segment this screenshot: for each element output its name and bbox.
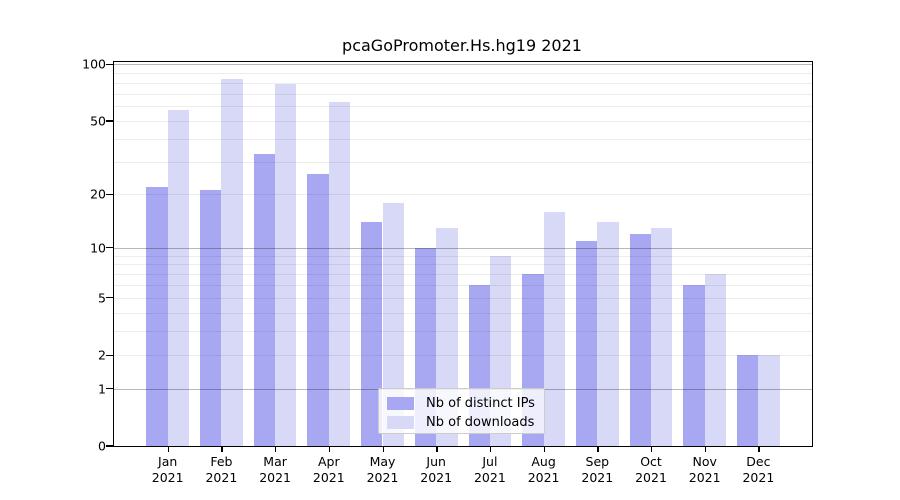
chart-title: pcaGoPromoter.Hs.hg19 2021 xyxy=(342,36,582,55)
gridline-minor-2 xyxy=(114,355,812,357)
bar-downloads-dec xyxy=(758,355,780,446)
y-tick-label-10: 10 xyxy=(90,240,106,256)
x-tick-label-may: May 2021 xyxy=(351,454,415,486)
x-tick-year-jun: 2021 xyxy=(420,470,453,485)
bar-ips-sep xyxy=(575,240,598,446)
gridline-major-100 xyxy=(114,64,812,66)
bar-ips-dec xyxy=(737,355,759,446)
x-tick-jul xyxy=(489,446,492,452)
bar-ips-feb xyxy=(200,190,222,446)
y-tick-5 xyxy=(106,297,113,299)
x-tick-jun xyxy=(436,446,438,452)
x-tick-year-feb: 2021 xyxy=(205,470,238,485)
legend-label-distinct-ips: Nb of distinct IPs xyxy=(426,396,535,411)
x-tick-may xyxy=(382,446,384,452)
gridline-minor-7 xyxy=(114,274,812,276)
gridline-minor-30 xyxy=(114,162,812,163)
gridline-minor-6 xyxy=(114,285,812,287)
y-tick-label-20: 20 xyxy=(90,186,106,202)
bar-ips-oct xyxy=(629,233,651,446)
y-tick-20 xyxy=(106,193,113,195)
x-tick-jan xyxy=(167,446,170,452)
x-tick-label-nov: Nov 2021 xyxy=(673,454,737,486)
x-tick-year-jan: 2021 xyxy=(151,470,184,485)
bar-downloads-apr xyxy=(328,102,351,446)
x-tick-year-oct: 2021 xyxy=(635,470,667,485)
bar-ips-mar xyxy=(253,154,276,446)
x-tick-apr xyxy=(328,446,331,452)
x-tick-label-jul: Jul 2021 xyxy=(458,454,522,486)
gridline-minor-80 xyxy=(114,82,812,84)
y-tick-10 xyxy=(106,247,113,249)
gridline-minor-40 xyxy=(114,138,812,140)
x-tick-year-mar: 2021 xyxy=(259,470,291,485)
gridline-minor-60 xyxy=(114,106,812,108)
legend-label-downloads: Nb of downloads xyxy=(426,415,535,430)
x-tick-label-apr: Apr 2021 xyxy=(297,454,361,486)
y-tick-label-0: 0 xyxy=(98,438,106,454)
x-tick-aug xyxy=(543,446,545,452)
legend-item-downloads: Nb of downloads xyxy=(387,413,536,432)
y-tick-0 xyxy=(106,445,113,447)
x-tick-year-may: 2021 xyxy=(366,470,399,485)
x-tick-label-sep: Sep 2021 xyxy=(565,454,629,486)
y-tick-50 xyxy=(106,120,113,122)
x-tick-year-sep: 2021 xyxy=(581,470,614,485)
x-tick-year-nov: 2021 xyxy=(688,470,721,485)
bar-downloads-aug xyxy=(543,211,565,446)
gridline-major-10 xyxy=(114,247,812,249)
bar-ips-apr xyxy=(307,173,329,446)
legend-swatch-distinct-ips xyxy=(387,397,414,410)
y-tick-label-50: 50 xyxy=(90,113,106,129)
legend-item-distinct-ips: Nb of distinct IPs xyxy=(387,394,536,413)
x-tick-label-jan: Jan 2021 xyxy=(136,454,200,486)
x-tick-label-oct: Oct 2021 xyxy=(619,454,683,486)
x-tick-feb xyxy=(221,446,223,452)
x-tick-label-dec: Dec 2021 xyxy=(726,454,790,486)
bar-downloads-may xyxy=(382,202,404,446)
bar-ips-jan xyxy=(146,186,168,446)
x-tick-nov xyxy=(704,446,707,452)
x-tick-label-feb: Feb 2021 xyxy=(189,454,253,486)
y-tick-label-5: 5 xyxy=(98,290,106,306)
y-tick-label-1: 1 xyxy=(98,381,106,397)
x-tick-label-aug: Aug 2021 xyxy=(512,454,576,486)
bar-downloads-nov xyxy=(704,274,727,446)
gridline-minor-9 xyxy=(114,255,812,257)
y-tick-1 xyxy=(106,388,113,390)
bar-downloads-feb xyxy=(221,78,243,446)
bar-downloads-jan xyxy=(167,110,190,446)
gridline-minor-90 xyxy=(114,73,812,74)
x-tick-sep xyxy=(597,446,599,452)
x-tick-year-dec: 2021 xyxy=(742,470,775,485)
y-tick-label-100: 100 xyxy=(82,56,106,72)
x-tick-label-mar: Mar 2021 xyxy=(243,454,307,486)
y-tick-label-2: 2 xyxy=(98,347,106,363)
plot-area: Jan 2021 Feb 2021 Mar 2021 Apr 2021 May 2021 Jun 20… xyxy=(82,57,813,485)
gridline-minor-8 xyxy=(114,264,812,266)
bar-downloads-sep xyxy=(597,222,619,446)
x-tick-year-apr: 2021 xyxy=(312,470,345,485)
x-tick-label-jun: Jun 2021 xyxy=(404,454,468,486)
x-tick-oct xyxy=(651,446,653,452)
gridline-minor-3 xyxy=(114,331,812,333)
bar-ips-nov xyxy=(683,285,705,446)
legend-swatch-downloads xyxy=(387,416,414,429)
x-tick-year-aug: 2021 xyxy=(527,470,560,485)
gridline-minor-20 xyxy=(114,194,812,196)
gridline-minor-50 xyxy=(114,120,812,122)
gridline-minor-4 xyxy=(114,312,812,314)
gridline-minor-70 xyxy=(114,93,812,95)
y-tick-100 xyxy=(106,63,113,66)
bar-ips-may xyxy=(361,222,383,446)
x-tick-year-jul: 2021 xyxy=(473,470,506,485)
x-tick-mar xyxy=(275,446,277,452)
y-tick-2 xyxy=(106,354,113,356)
bar-downloads-mar xyxy=(275,83,297,446)
legend: Nb of distinct IPs Nb of downloads xyxy=(378,388,545,434)
x-tick-dec xyxy=(758,446,760,452)
bar-downloads-oct xyxy=(651,227,673,446)
gridline-minor-5 xyxy=(114,297,812,299)
